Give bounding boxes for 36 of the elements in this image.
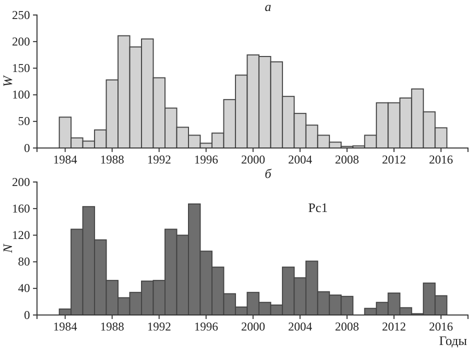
x-tick-label: 2008	[335, 152, 360, 167]
x-tick-label: 2016	[428, 152, 453, 167]
x-tick-label: 1984	[53, 320, 78, 334]
y-tick-label: 250	[12, 8, 30, 22]
x-tick-label: 1996	[194, 320, 218, 334]
x-tick-label: 2012	[382, 152, 406, 167]
y-tick-label: 0	[24, 140, 30, 155]
x-tick-label: 2016	[428, 320, 453, 334]
x-tick-label: 2008	[335, 320, 360, 334]
y-tick-label: 200	[12, 174, 30, 189]
x-tick-label: 2004	[288, 152, 312, 167]
y-tick-label: 200	[12, 34, 30, 48]
x-tick-label: 2000	[241, 152, 266, 167]
annotation: Pc1	[308, 200, 328, 215]
x-axis-title: Годы	[439, 333, 468, 348]
chart-title: б	[264, 166, 272, 181]
y-tick-label: 80	[18, 254, 30, 269]
x-tick-label: 1996	[194, 152, 218, 167]
y-tick-label: 0	[24, 308, 30, 322]
y-axis-title: W	[0, 74, 15, 87]
x-tick-label: 2012	[382, 320, 406, 334]
y-tick-label: 100	[12, 88, 30, 102]
x-tick-label: 1992	[147, 152, 172, 167]
y-tick-label: 150	[12, 61, 30, 76]
chart-title: а	[264, 0, 272, 14]
x-tick-label: 1988	[100, 320, 124, 334]
y-tick-label: 160	[12, 201, 30, 216]
x-tick-label: 1984	[53, 152, 78, 167]
x-tick-label: 1988	[100, 152, 124, 167]
x-tick-label: 1992	[147, 320, 172, 334]
y-tick-label: 40	[18, 281, 30, 296]
y-tick-label: 50	[18, 114, 30, 128]
x-tick-label: 2004	[288, 320, 312, 334]
x-tick-label: 2000	[241, 320, 266, 334]
y-tick-label: 120	[12, 228, 30, 242]
y-axis-title: N	[0, 242, 15, 254]
